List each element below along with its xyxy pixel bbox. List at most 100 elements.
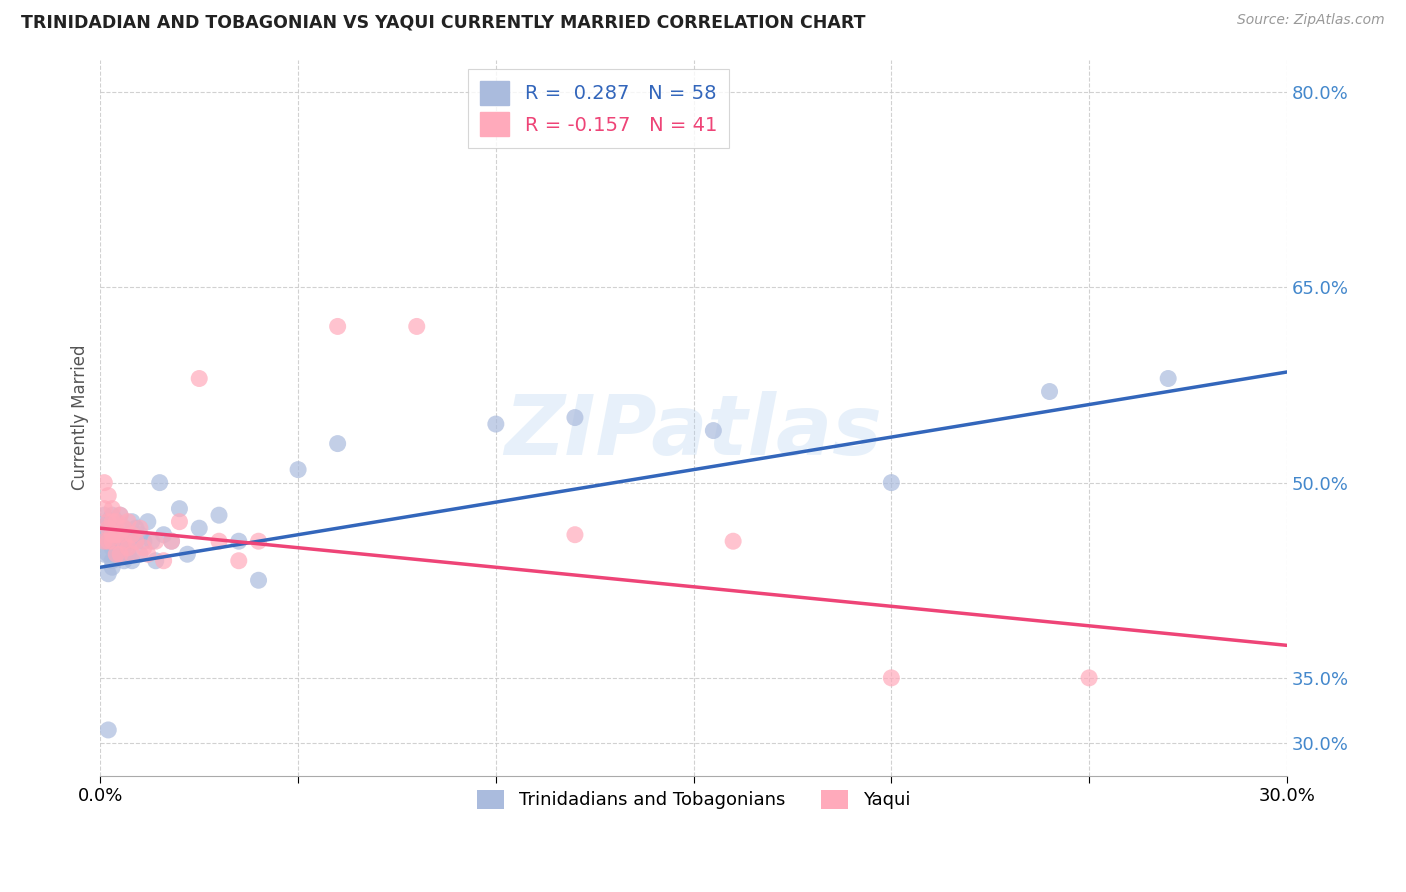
Point [112, 521, 135, 535]
Point [112, 554, 135, 568]
Point [105, 515, 128, 529]
Point [149, 475, 172, 490]
Point [160, 534, 183, 549]
Point [228, 534, 250, 549]
Point [326, 319, 349, 334]
Point [121, 554, 143, 568]
Point [112, 521, 135, 535]
Point [145, 534, 167, 549]
Point [97, 489, 120, 503]
Point [101, 501, 124, 516]
Point [105, 527, 128, 541]
Point [101, 527, 124, 541]
Point [112, 534, 135, 549]
Point [125, 534, 148, 549]
Point [121, 547, 143, 561]
Point [287, 462, 309, 476]
Point [97, 515, 120, 529]
Point [101, 515, 124, 529]
Point [247, 574, 270, 588]
Point [121, 527, 143, 541]
Point [97, 534, 120, 549]
Point [101, 527, 124, 541]
Point [97, 534, 120, 549]
Point [112, 541, 135, 555]
Point [176, 547, 198, 561]
Point [105, 515, 128, 529]
Point [108, 508, 131, 523]
Text: TRINIDADIAN AND TOBAGONIAN VS YAQUI CURRENTLY MARRIED CORRELATION CHART: TRINIDADIAN AND TOBAGONIAN VS YAQUI CURR… [21, 13, 866, 31]
Point [93, 527, 115, 541]
Point [108, 547, 131, 561]
Point [101, 560, 124, 574]
Point [117, 534, 139, 549]
Point [97, 723, 120, 737]
Point [1157, 371, 1180, 385]
Point [141, 534, 163, 549]
Point [117, 527, 139, 541]
Point [108, 527, 131, 541]
Point [228, 554, 250, 568]
Point [97, 521, 120, 535]
Point [97, 515, 120, 529]
Point [188, 521, 211, 535]
Point [136, 547, 159, 561]
Point [208, 508, 231, 523]
Point [105, 547, 128, 561]
Point [93, 508, 115, 523]
Point [169, 515, 191, 529]
Point [121, 515, 143, 529]
Point [105, 534, 128, 549]
Point [125, 521, 148, 535]
Point [97, 547, 120, 561]
Point [125, 534, 148, 549]
Point [93, 501, 115, 516]
Point [405, 319, 427, 334]
Point [145, 554, 167, 568]
Legend: Trinidadians and Tobagonians, Yaqui: Trinidadians and Tobagonians, Yaqui [470, 783, 917, 816]
Point [564, 410, 586, 425]
Point [108, 547, 131, 561]
Point [326, 436, 349, 450]
Point [152, 554, 174, 568]
Point [93, 475, 115, 490]
Text: Source: ZipAtlas.com: Source: ZipAtlas.com [1237, 13, 1385, 28]
Point [702, 424, 724, 438]
Point [108, 508, 131, 523]
Point [132, 534, 155, 549]
Point [880, 475, 903, 490]
Point [101, 508, 124, 523]
Text: ZIPatlas: ZIPatlas [505, 392, 883, 473]
Point [101, 521, 124, 535]
Point [108, 534, 131, 549]
Point [117, 541, 139, 555]
Point [152, 527, 174, 541]
Point [160, 534, 183, 549]
Point [121, 527, 143, 541]
Point [93, 534, 115, 549]
Point [1038, 384, 1060, 399]
Point [101, 534, 124, 549]
Point [93, 534, 115, 549]
Point [97, 521, 120, 535]
Point [136, 515, 159, 529]
Point [105, 547, 128, 561]
Point [101, 541, 124, 555]
Point [101, 554, 124, 568]
Point [169, 501, 191, 516]
Point [97, 566, 120, 581]
Point [108, 527, 131, 541]
Point [93, 547, 115, 561]
Point [132, 541, 155, 555]
Y-axis label: Currently Married: Currently Married [72, 345, 89, 491]
Point [1078, 671, 1101, 685]
Point [129, 527, 152, 541]
Point [105, 527, 128, 541]
Point [129, 521, 152, 535]
Point [721, 534, 744, 549]
Point [247, 534, 270, 549]
Point [117, 547, 139, 561]
Point [208, 534, 231, 549]
Point [564, 527, 586, 541]
Point [485, 417, 508, 431]
